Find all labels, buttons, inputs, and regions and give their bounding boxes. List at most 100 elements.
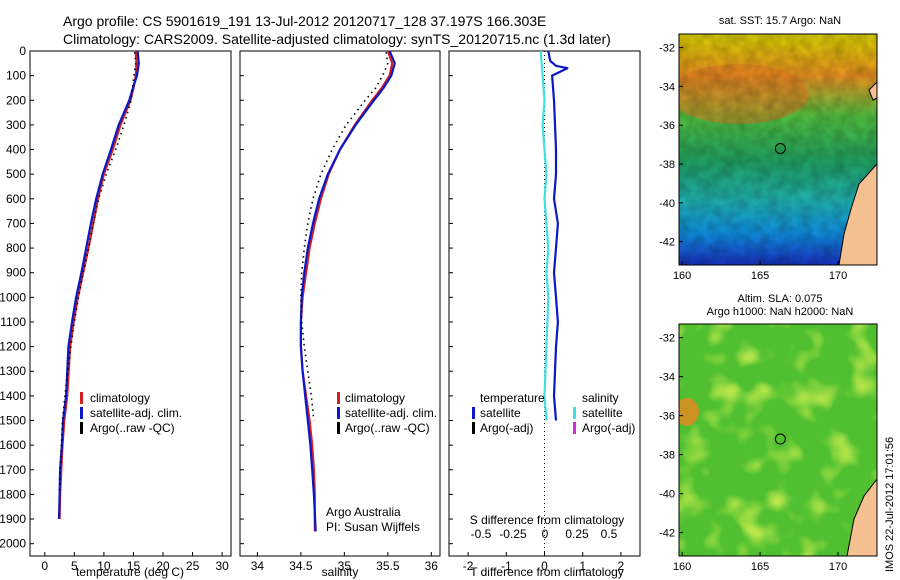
legend-swatch-satellite	[337, 407, 340, 419]
legend-swatch-satellite	[80, 407, 83, 419]
x-tick-label-salinity: 0.5	[601, 527, 618, 541]
y-tick-label: 1300	[0, 364, 26, 378]
lat-tick-label: -36	[659, 120, 675, 132]
lon-tick-label: 165	[751, 561, 769, 573]
difference-legend: temperature salinity satellite Argo(-adj…	[472, 391, 635, 435]
x-tick-label: 25	[186, 559, 200, 573]
y-tick-label: 1700	[0, 463, 26, 477]
legend-swatch-climatology	[80, 392, 83, 404]
y-tick-label: 400	[6, 143, 26, 157]
sla-map-axes: -32 -34 -36 -38 -40 -42 160 165 170	[659, 333, 847, 573]
x-tick-label: 35.5	[376, 559, 400, 573]
sst-map-title: sat. SST: 15.7 Argo: NaN	[719, 15, 841, 27]
x-tick-label: 30	[215, 559, 229, 573]
lat-tick-label: -38	[659, 450, 675, 462]
lon-tick-label: 170	[829, 270, 847, 282]
difference-xlabel: T difference from climatology	[470, 565, 624, 579]
sla-high-patch	[679, 398, 699, 426]
y-tick-label: 1800	[0, 487, 26, 501]
x-tick-label: 1	[579, 559, 586, 573]
annotation-line1: Argo Australia	[326, 505, 401, 519]
sst-map-plot	[679, 34, 877, 265]
sst-land-north	[868, 81, 877, 101]
sla-map-frame	[678, 323, 878, 557]
x-tick-label-salinity: -0.5	[471, 527, 492, 541]
x-tick-label: 34	[251, 559, 265, 573]
legend-swatch-s-satellite	[573, 407, 576, 419]
sla-map-title-line1: Altim. SLA: 0.075	[738, 293, 823, 305]
x-tick-label: 0	[541, 559, 548, 573]
y-tick-label: 1000	[0, 290, 26, 304]
legend-label-climatology: climatology	[345, 391, 405, 405]
legend-label-t-satellite: satellite	[480, 406, 521, 420]
x-tick-label: 5	[71, 559, 78, 573]
y-tick-label: 0	[19, 44, 26, 58]
temperature-panel-frame	[29, 50, 232, 557]
salinity-chart: 34 34.5 35 35.5 36	[240, 50, 439, 573]
lon-tick-label: 165	[751, 270, 769, 282]
x-tick-label: 34.5	[289, 559, 313, 573]
y-tick-label: 500	[6, 167, 26, 181]
y-tick-label: 300	[6, 118, 26, 132]
sla-map-plot	[679, 324, 877, 556]
series-climatology	[58, 50, 138, 520]
sla-map-title-line2: Argo h1000: NaN h2000: NaN	[707, 306, 854, 318]
series-climatology	[299, 50, 394, 532]
sst-map-frame	[678, 33, 878, 266]
sst-map-axes: -32 -34 -36 -38 -40 -42 160 165 170	[659, 43, 847, 282]
sst-texture	[679, 34, 877, 265]
x-tick-label: 0	[41, 559, 48, 573]
legend-label-satellite: satellite-adj. clim.	[90, 406, 182, 420]
series-satellite-adj-clim-	[57, 50, 140, 520]
header-line1: Argo profile: CS 5901619_191 13-Jul-2012…	[63, 13, 546, 29]
y-tick-label: 700	[6, 216, 26, 230]
temperature-chart: 0100200300400500600700800900100011001200…	[0, 44, 229, 573]
lat-tick-label: -38	[659, 159, 675, 171]
argo-location-marker	[774, 433, 786, 445]
y-tick-label: 800	[6, 241, 26, 255]
x-tick-label-salinity: 0	[542, 527, 549, 541]
y-tick-label: 600	[6, 192, 26, 206]
difference-xlabel-top: S difference from climatology	[470, 513, 625, 527]
y-tick-label: 2000	[0, 537, 26, 551]
x-tick-label: 20	[156, 559, 170, 573]
salinity-xlabel: salinity	[322, 565, 359, 579]
sla-texture	[679, 324, 877, 556]
x-tick-label: 10	[97, 559, 111, 573]
legend-label-s-argo: Argo(-adj)	[582, 421, 635, 435]
legend-swatch-argo	[80, 422, 83, 434]
salinity-legend: climatology satellite-adj. clim. Argo(..…	[337, 391, 437, 435]
legend-label-t-argo: Argo(-adj)	[480, 421, 533, 435]
series-argo-raw-qc-	[300, 52, 389, 421]
difference-chart: -2 -1 0 1 2 -0.5 -0.25 0 0.25 0.5	[449, 50, 625, 573]
legend-swatch-climatology	[337, 392, 340, 404]
lat-tick-label: -36	[659, 411, 675, 423]
lat-tick-label: -42	[659, 528, 675, 540]
x-tick-label: 36	[425, 559, 439, 573]
legend-swatch-argo	[337, 422, 340, 434]
x-tick-label: 35	[338, 559, 352, 573]
lon-tick-label: 160	[673, 561, 691, 573]
x-tick-label: 2	[618, 559, 625, 573]
argo-location-marker	[774, 143, 786, 155]
y-tick-label: 200	[6, 93, 26, 107]
y-tick-label: 1100	[0, 315, 26, 329]
lon-tick-label: 160	[673, 270, 691, 282]
sla-land-nz	[846, 478, 877, 556]
series-salinity-satellite	[539, 50, 550, 421]
lat-tick-label: -34	[659, 372, 675, 384]
x-tick-label: 15	[127, 559, 141, 573]
y-tick-label: 100	[6, 69, 26, 83]
salinity-panel-frame	[239, 50, 441, 557]
temperature-xlabel: temperature (deg C)	[76, 565, 184, 579]
lat-tick-label: -32	[659, 333, 675, 345]
annotation-line2: PI: Susan Wijffels	[326, 520, 420, 534]
y-tick-label: 1600	[0, 438, 26, 452]
legend-label-satellite: satellite-adj. clim.	[345, 406, 437, 420]
lat-tick-label: -40	[659, 489, 675, 501]
lat-tick-label: -42	[659, 237, 675, 249]
lat-tick-label: -34	[659, 81, 675, 93]
series-temperature-satellite	[547, 50, 569, 421]
legend-swatch-s-argo	[573, 422, 576, 434]
